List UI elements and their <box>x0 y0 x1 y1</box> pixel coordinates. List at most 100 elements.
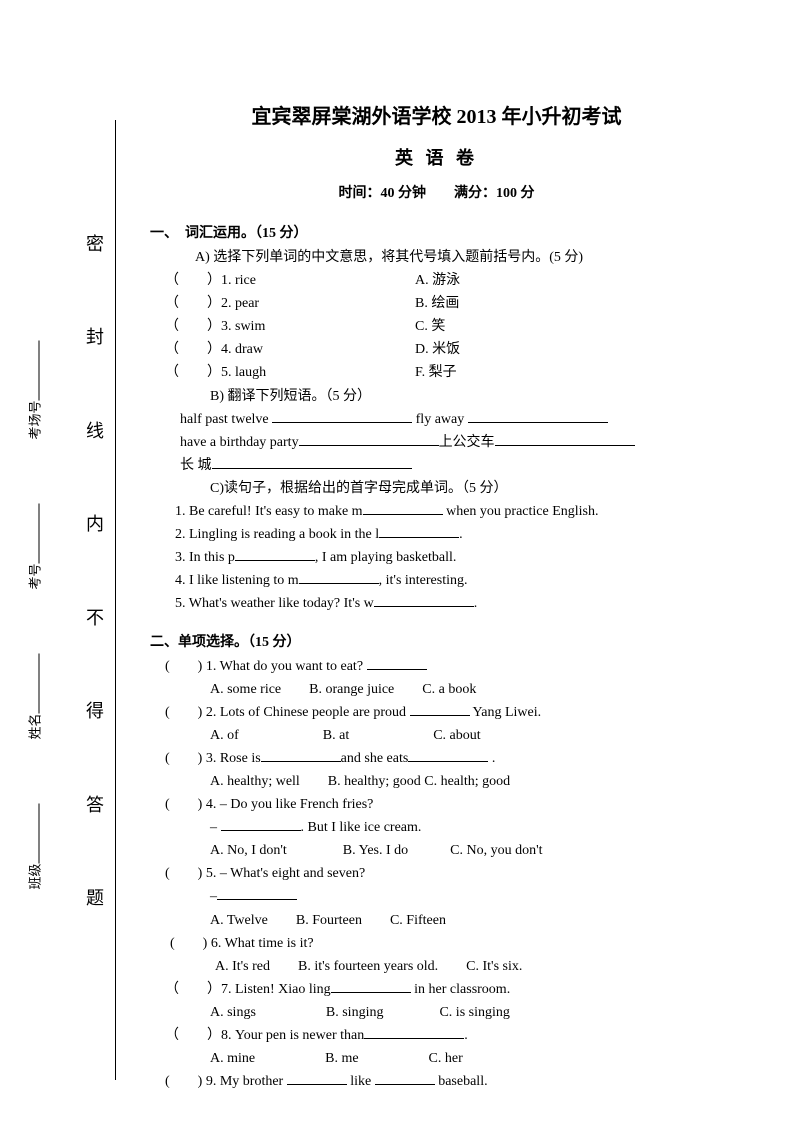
vocab-chinese: F. 梨子 <box>415 361 457 384</box>
answer-blank[interactable] <box>363 501 443 515</box>
section2: 二、单项选择。（15 分） ( ) 1. What do you want to… <box>150 631 723 1094</box>
question-text: like <box>347 1074 375 1089</box>
vocab-chinese: B. 绘画 <box>415 292 459 315</box>
sentence-text: 4. I like listening to m <box>175 573 299 588</box>
question-text: . But I like ice cream. <box>301 820 422 835</box>
phrase-text: fly away <box>416 412 465 427</box>
sentence-text: when you practice English. <box>443 504 599 519</box>
answer-blank[interactable] <box>287 1071 347 1085</box>
exam-title: 宜宾翠屏棠湖外语学校 2013 年小升初考试 <box>150 100 723 129</box>
answer-blank[interactable] <box>272 409 412 423</box>
vocab-english: （ ）2. pear <box>165 292 415 315</box>
sentence-text: 5. What's weather like today? It's w <box>175 596 374 611</box>
translate-line: half past twelve fly away <box>180 408 723 431</box>
vocab-english: （ ）5. laugh <box>165 361 415 384</box>
mc-question: （ ）7. Listen! Xiao ling in her classroom… <box>165 978 723 1001</box>
question-text: 8. Your pen is newer than <box>221 1028 364 1043</box>
answer-blank[interactable] <box>379 524 459 538</box>
answer-blank[interactable] <box>468 409 608 423</box>
vocab-english: （ ）1. rice <box>165 269 415 292</box>
vocab-english: （ ）4. draw <box>165 338 415 361</box>
sentence-line: 5. What's weather like today? It's w. <box>175 592 723 615</box>
vocab-chinese: D. 米饭 <box>415 338 460 361</box>
vocab-chinese: C. 笑 <box>415 315 445 338</box>
answer-blank[interactable] <box>374 593 474 607</box>
mc-options: A. sings B. singing C. is singing <box>210 1001 723 1024</box>
partB-instruction: B) 翻译下列短语。（5 分） <box>210 385 723 408</box>
vocab-row: （ ）3. swim C. 笑 <box>165 315 723 338</box>
answer-blank[interactable] <box>375 1071 435 1085</box>
answer-blank[interactable] <box>261 748 341 762</box>
answer-blank[interactable] <box>299 432 439 446</box>
question-text: 1. What do you want to eat? <box>206 659 363 674</box>
answer-blank[interactable] <box>410 702 470 716</box>
section1-header: 一、 词汇运用。（15 分） <box>150 222 723 242</box>
mc-options: A. No, I don't B. Yes. I do C. No, you d… <box>210 839 723 862</box>
sentence-line: 2. Lingling is reading a book in the l. <box>175 523 723 546</box>
mc-question: （ ）8. Your pen is newer than. <box>165 1024 723 1047</box>
translate-line: 长 城 <box>180 454 723 477</box>
mc-subline: – . But I like ice cream. <box>210 816 723 839</box>
vocab-row: （ ）4. draw D. 米饭 <box>165 338 723 361</box>
question-text: 2. Lots of Chinese people are proud <box>206 705 410 720</box>
question-text: – <box>210 889 217 904</box>
question-text: . <box>464 1028 468 1043</box>
phrase-text: 长 城 <box>180 458 212 473</box>
time-score-info: 时间：40 分钟 满分：100 分 <box>150 182 723 202</box>
mc-options: A. It's red B. it's fourteen years old. … <box>215 955 723 978</box>
sentence-line: 1. Be careful! It's easy to make m when … <box>175 500 723 523</box>
exam-page: 宜宾翠屏棠湖外语学校 2013 年小升初考试 英 语 卷 时间：40 分钟 满分… <box>0 0 793 1133</box>
phrase-text: 上公交车 <box>439 435 495 450</box>
answer-blank[interactable] <box>221 817 301 831</box>
answer-blank[interactable] <box>331 979 411 993</box>
sentence-text: , it's interesting. <box>379 573 468 588</box>
partC-instruction: C)读句子，根据给出的首字母完成单词。（5 分） <box>210 477 723 500</box>
partA-instruction: A) 选择下列单词的中文意思，将其代号填入题前括号内。(5 分) <box>195 246 723 269</box>
question-text: 4. – Do you like French fries? <box>206 797 374 812</box>
question-text: . <box>488 751 495 766</box>
sentence-text: . <box>459 527 463 542</box>
question-text: baseball. <box>435 1074 488 1089</box>
sentence-text: 3. In this p <box>175 550 235 565</box>
question-text: Yang Liwei. <box>470 705 542 720</box>
section2-header: 二、单项选择。（15 分） <box>150 631 723 651</box>
answer-blank[interactable] <box>408 748 488 762</box>
question-text: – <box>210 820 221 835</box>
question-text: 6. What time is it? <box>211 936 314 951</box>
mc-question: ( ) 5. – What's eight and seven? <box>165 862 723 885</box>
question-text: 7. Listen! Xiao ling <box>221 982 331 997</box>
question-text: and she eats <box>341 751 409 766</box>
answer-blank[interactable] <box>367 656 427 670</box>
mc-question: ( ) 3. Rose isand she eats . <box>165 747 723 770</box>
mc-options: A. some rice B. orange juice C. a book <box>210 678 723 701</box>
question-text: 5. – What's eight and seven? <box>206 866 365 881</box>
answer-blank[interactable] <box>217 886 297 900</box>
answer-blank[interactable] <box>495 432 635 446</box>
mc-question: ( ) 9. My brother like baseball. <box>165 1070 723 1093</box>
mc-question: ( ) 4. – Do you like French fries? <box>165 793 723 816</box>
exam-subtitle: 英 语 卷 <box>150 144 723 170</box>
mc-options: A. mine B. me C. her <box>210 1047 723 1070</box>
phrase-text: have a birthday party <box>180 435 299 450</box>
answer-blank[interactable] <box>235 547 315 561</box>
translate-line: have a birthday party 上公交车 <box>180 431 723 454</box>
mc-options: A. Twelve B. Fourteen C. Fifteen <box>210 909 723 932</box>
sentence-text: 2. Lingling is reading a book in the l <box>175 527 379 542</box>
answer-blank[interactable] <box>299 570 379 584</box>
mc-question: ( ) 2. Lots of Chinese people are proud … <box>165 701 723 724</box>
vocab-english: （ ）3. swim <box>165 315 415 338</box>
answer-blank[interactable] <box>364 1025 464 1039</box>
sentence-line: 4. I like listening to m , it's interesti… <box>175 569 723 592</box>
mc-options: A. healthy; well B. healthy; good C. hea… <box>210 770 723 793</box>
mc-question: ( ) 1. What do you want to eat? <box>165 655 723 678</box>
answer-blank[interactable] <box>212 455 412 469</box>
mc-question: ( ) 6. What time is it? <box>170 932 723 955</box>
sentence-text: . <box>474 596 478 611</box>
question-text: in her classroom. <box>411 982 511 997</box>
sentence-line: 3. In this p, I am playing basketball. <box>175 546 723 569</box>
vocab-chinese: A. 游泳 <box>415 269 460 292</box>
vocab-row: （ ）1. rice A. 游泳 <box>165 269 723 292</box>
mc-subline: – <box>210 885 723 908</box>
sentence-text: 1. Be careful! It's easy to make m <box>175 504 363 519</box>
vocab-row: （ ）2. pear B. 绘画 <box>165 292 723 315</box>
